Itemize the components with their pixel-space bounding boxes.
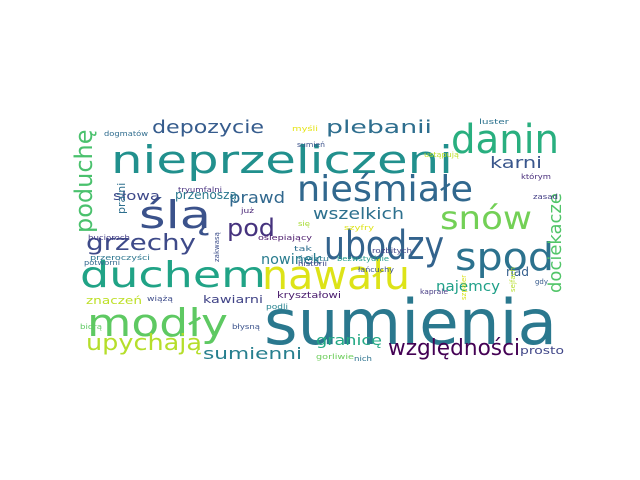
- word-nad: nad: [506, 265, 529, 279]
- word-ktorym: którym: [521, 173, 551, 181]
- word-blysna: błysną: [232, 323, 260, 331]
- word-nich: nich: [354, 355, 372, 363]
- word-ustapuja: ustąpują: [424, 151, 459, 159]
- word-niesmiale: nieśmiałe: [297, 169, 473, 210]
- word-duchem: duchem: [80, 255, 266, 296]
- word-prawd: prawd: [229, 188, 285, 207]
- word-kaprale: kaprale: [420, 288, 448, 296]
- word-sumienni: sumienni: [203, 344, 302, 363]
- word-sumienia: sumienia: [264, 286, 557, 359]
- word-pralni: pralni: [115, 182, 128, 214]
- word-juz: już: [241, 207, 254, 215]
- word-wzglednosci: względności: [388, 336, 520, 361]
- word-mysli: myśli: [292, 125, 318, 133]
- word-upychaja: upychają: [86, 331, 202, 356]
- word-nawalu: nawału: [262, 253, 410, 299]
- word-znaczen: znaczeń: [86, 294, 142, 307]
- word-luster: luster: [479, 118, 509, 126]
- word-ubodzy: ubodzy: [324, 223, 444, 269]
- word-sumien: sumień: [297, 141, 325, 149]
- word-tak: tak: [294, 245, 312, 253]
- word-bucioroch: bucioroch: [88, 234, 130, 242]
- word-podli: podli: [266, 303, 288, 311]
- word-danin: danin: [451, 117, 559, 163]
- word-sla: ślą: [139, 193, 211, 237]
- word-zasad: zasad: [533, 193, 558, 201]
- word-sie: się: [298, 220, 310, 228]
- word-poduche: poduchę: [70, 129, 98, 233]
- word-rozbitych: rozbitych: [372, 247, 412, 255]
- word-kawiarni: kawiarni: [203, 293, 263, 306]
- word-szyfry: szyfry: [344, 224, 374, 232]
- word-swiatu: światu: [298, 255, 329, 263]
- word-snow: snów: [440, 199, 532, 237]
- word-dociekacze: dociekacze: [545, 193, 566, 293]
- word-przenosza: przenoszą: [175, 188, 237, 202]
- word-nowinek: nowinek: [261, 252, 321, 268]
- word-oslepiajacy: oślepiający: [258, 234, 312, 242]
- word-dogmatow: dogmatów: [104, 130, 148, 138]
- word-biora: biorą: [80, 323, 102, 331]
- word-granice: granicę: [316, 333, 382, 349]
- word-gorliwie: gorliwie: [316, 353, 354, 361]
- word-nieprzeliczeni: nieprzeliczeni: [111, 138, 453, 182]
- word-najemcy: najemcy: [436, 279, 500, 295]
- word-szpaler: szpaler: [460, 274, 468, 300]
- word-spod: spod: [455, 235, 554, 279]
- word-bezwstydnie: bezwstydnie: [337, 255, 389, 263]
- word-slowa: słowa: [113, 189, 160, 203]
- word-wiaza: wiążą: [147, 295, 173, 303]
- word-historii: historii: [298, 260, 327, 268]
- word-przeroczysci: przeroczyści: [90, 254, 150, 262]
- word-modly: modły: [87, 301, 228, 345]
- word-prosto: prosto: [520, 344, 564, 357]
- word-wszelkich: wszelkich: [313, 204, 404, 223]
- word-grzechy: grzechy: [86, 231, 196, 256]
- word-plebanii: plebanii: [326, 117, 432, 138]
- word-krysztalowi: kryształowi: [277, 291, 341, 301]
- word-gdy: gdy: [535, 278, 548, 286]
- word-pod: pod: [227, 214, 275, 242]
- word-karni: karni: [490, 153, 542, 172]
- word-sejfach: sejfach: [509, 267, 517, 292]
- word-lancuchy: łańcuchy: [358, 266, 394, 274]
- word-tryumfalni: tryumfalni: [178, 186, 222, 194]
- word-zakwasa: zakwasą: [213, 232, 221, 262]
- word-potworni: potworni: [84, 259, 120, 267]
- word-depozycie: depozycie: [152, 117, 264, 138]
